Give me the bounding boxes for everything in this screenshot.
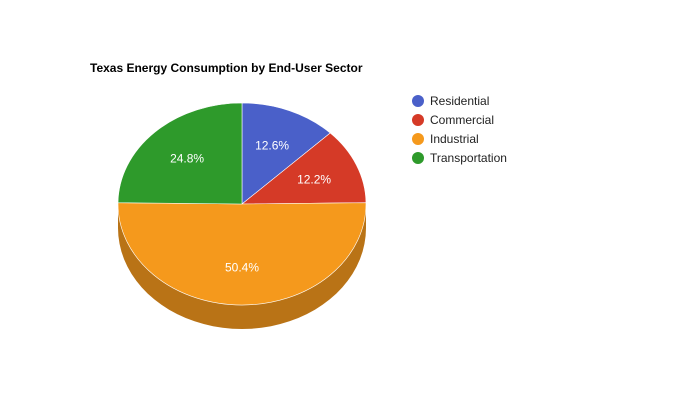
pie-slice-residential[interactable] (241, 102, 331, 205)
slice-label-transportation: 24.8% (170, 152, 204, 166)
slice-label-residential: 12.6% (255, 138, 289, 152)
pie-slice-transportation[interactable] (117, 102, 243, 205)
pie-slice-commercial[interactable] (241, 132, 367, 205)
slice-label-commercial: 12.2% (297, 173, 331, 187)
legend-item-transportation[interactable]: Transportation (412, 148, 507, 167)
legend-swatch-icon (412, 151, 424, 164)
legend-label: Transportation (430, 150, 507, 165)
legend-item-residential[interactable]: Residential (412, 91, 507, 110)
legend-swatch-icon (412, 94, 424, 107)
legend-label: Commercial (430, 112, 495, 127)
pie-slice-industrial[interactable] (117, 202, 367, 306)
legend: Residential Commercial Industrial Transport… (412, 91, 507, 167)
legend-label: Residential (430, 93, 490, 108)
legend-item-industrial[interactable]: Industrial (412, 129, 507, 148)
legend-item-commercial[interactable]: Commercial (412, 110, 507, 129)
legend-swatch-icon (412, 132, 424, 145)
legend-swatch-icon (412, 113, 424, 126)
chart-title: Texas Energy Consumption by End-User Sec… (90, 61, 363, 75)
legend-label: Industrial (430, 131, 479, 146)
pie-side-industrial (118, 204, 366, 329)
slice-label-industrial: 50.4% (225, 261, 259, 275)
